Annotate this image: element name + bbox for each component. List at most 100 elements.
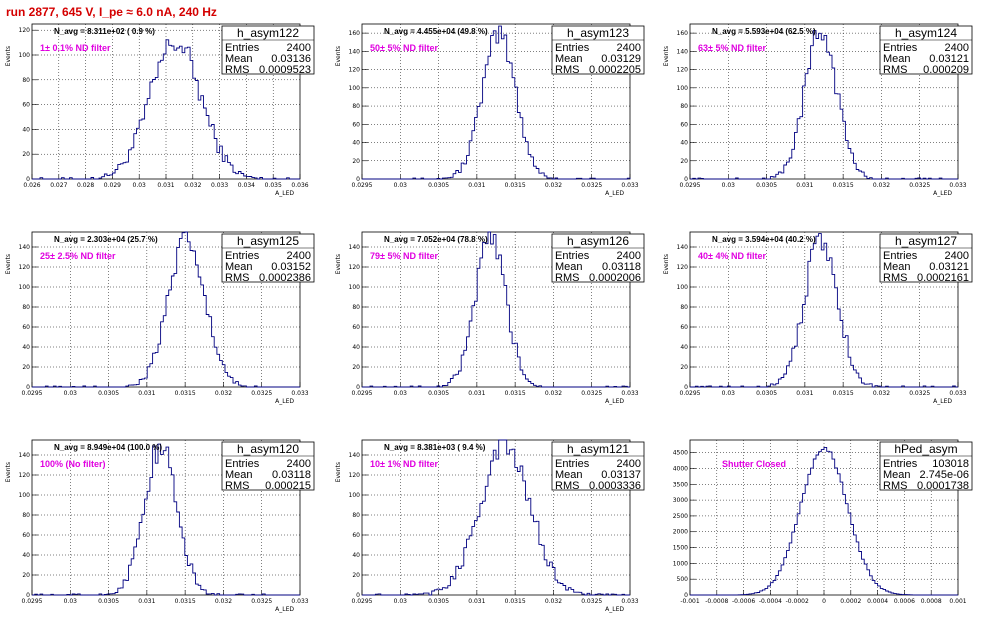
x-tick-label: 0.031	[796, 390, 813, 397]
x-tick-label: 0.0305	[428, 598, 449, 605]
y-tick-label: 3500	[673, 481, 688, 488]
x-tick-label: 0.0315	[505, 598, 526, 605]
x-tick-label: 0.031	[138, 598, 155, 605]
x-axis-label: A_LED	[605, 190, 624, 197]
stats-label: RMS	[555, 64, 579, 76]
histogram-panel-h_asym124: 0.0295 0.03 0.0305 0.031 0.0315 0.032 0.0325 0.…	[663, 23, 973, 197]
histogram-panel-h_asym120: 0.0295 0.03 0.0305 0.031 0.0315 0.032 0.0325 0.…	[5, 439, 315, 613]
stats-label: RMS	[225, 64, 249, 76]
y-tick-label: 40	[352, 140, 360, 147]
stats-value: 2.745e-06	[919, 469, 969, 481]
y-tick-label: 4500	[673, 450, 688, 457]
stats-value: 0.03121	[929, 53, 969, 65]
x-tick-label: 0.031	[468, 390, 485, 397]
x-tick-label: 0.026	[23, 182, 40, 189]
y-tick-label: 140	[677, 244, 689, 251]
stats-box	[551, 25, 645, 75]
stats-value: 2400	[287, 458, 311, 470]
histogram-line	[362, 231, 630, 388]
filter-label: 40± 4% ND filter	[698, 251, 766, 261]
x-tick-label: -0.0008	[705, 598, 728, 605]
filter-label: 100% (No filter)	[40, 459, 106, 469]
y-tick-label: 3000	[673, 497, 688, 504]
y-tick-label: 80	[352, 512, 360, 519]
stats-label: Entries	[883, 250, 918, 262]
x-tick-label: 0.028	[77, 182, 94, 189]
y-tick-label: 140	[349, 452, 361, 459]
y-tick-label: 2000	[673, 529, 688, 536]
stats-value: 0.03137	[601, 469, 641, 481]
page-title: run 2877, 645 V, I_pe ≈ 6.0 nA, 240 Hz	[6, 5, 217, 19]
x-tick-label: 0.032	[545, 390, 562, 397]
y-axis-label: Events	[335, 46, 342, 66]
x-tick-label: 0.0315	[175, 598, 196, 605]
x-tick-label: 0.03	[394, 390, 408, 397]
stats-box	[551, 233, 645, 283]
y-axis-label: Events	[5, 254, 12, 274]
y-axis-label: Events	[5, 46, 12, 66]
y-tick-label: 80	[352, 304, 360, 311]
x-tick-label: 0.03	[394, 182, 408, 189]
x-tick-label: 0.0295	[352, 598, 373, 605]
histogram-panel-h_asym125: 0.0295 0.03 0.0305 0.031 0.0315 0.032 0.0325 0.…	[5, 231, 315, 405]
x-axis-label: A_LED	[275, 190, 294, 197]
histogram-name: h_asym123	[567, 26, 629, 40]
y-tick-label: 60	[680, 324, 688, 331]
filter-label: 79± 5% ND filter	[370, 251, 438, 261]
filter-label: 50± 5% ND filter	[370, 43, 438, 53]
y-tick-label: 100	[19, 284, 31, 291]
y-tick-label: 20	[352, 158, 360, 165]
y-tick-label: 100	[19, 492, 31, 499]
histogram-name: h_asym126	[567, 234, 629, 248]
stats-box	[879, 25, 973, 75]
histogram-line	[690, 30, 958, 180]
filter-label: Shutter Closed	[722, 459, 786, 469]
plot-frame	[361, 231, 631, 388]
histogram-line	[32, 231, 300, 388]
x-tick-label: 0.031	[468, 598, 485, 605]
y-tick-label: 80	[22, 77, 30, 84]
y-tick-label: 120	[349, 67, 361, 74]
histogram-panel-hPed_asym: -0.001 -0.0008 -0.0006 -0.0004 -0.0002 0 0.000…	[673, 439, 973, 605]
x-tick-label: 0.033	[211, 182, 228, 189]
y-tick-label: 0	[26, 592, 30, 599]
y-tick-label: 500	[677, 576, 689, 583]
histogram-name: h_asym121	[567, 442, 629, 456]
y-tick-label: 40	[680, 344, 688, 351]
stats-value: 0.03152	[271, 261, 311, 273]
y-tick-label: 60	[22, 532, 30, 539]
filter-label: 25± 2.5% ND filter	[40, 251, 116, 261]
x-tick-label: 0.03	[64, 390, 78, 397]
x-tick-label: 0.034	[238, 182, 255, 189]
stats-label: RMS	[225, 480, 249, 492]
histogram-line	[362, 439, 630, 596]
stats-label: Mean	[555, 261, 583, 273]
stats-value: 2400	[617, 42, 641, 54]
y-tick-label: 100	[349, 492, 361, 499]
n-avg-label: N_avg = 4.455e+04 (49.8 %)	[384, 27, 488, 36]
y-tick-label: 80	[352, 103, 360, 110]
stats-label: Entries	[225, 458, 260, 470]
x-tick-label: 0.031	[796, 182, 813, 189]
x-tick-label: 0.0315	[175, 390, 196, 397]
x-tick-label: 0.03	[722, 390, 736, 397]
y-tick-label: 20	[22, 572, 30, 579]
x-tick-label: 0.03	[133, 182, 147, 189]
filter-label: 10± 1% ND filter	[370, 459, 438, 469]
y-tick-label: 160	[677, 30, 689, 37]
stats-value: 0.03118	[602, 261, 641, 273]
y-tick-label: 120	[19, 264, 31, 271]
y-tick-label: 0	[356, 592, 360, 599]
stats-value: 0.000215	[265, 480, 311, 492]
y-tick-label: 120	[19, 27, 31, 34]
y-tick-label: 120	[19, 472, 31, 479]
stats-value: 0.03136	[271, 53, 311, 65]
stats-box	[879, 441, 973, 491]
y-tick-label: 140	[19, 452, 31, 459]
y-tick-label: 60	[22, 324, 30, 331]
x-tick-label: 0.0295	[680, 390, 701, 397]
plot-frame	[689, 23, 959, 180]
plot-frame	[361, 23, 631, 180]
y-tick-label: 60	[352, 324, 360, 331]
y-axis-label: Events	[663, 46, 670, 66]
